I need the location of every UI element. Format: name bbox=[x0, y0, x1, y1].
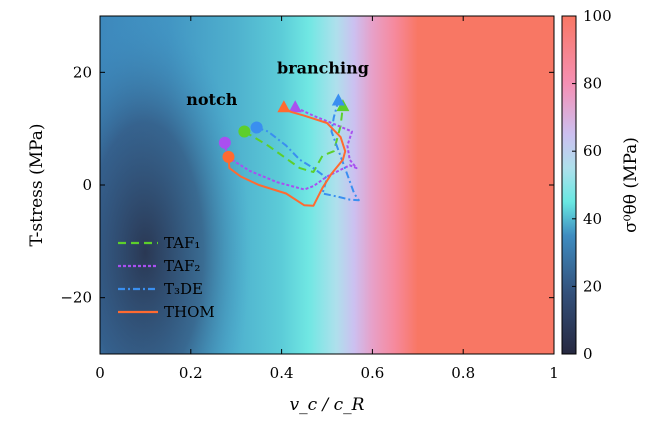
x-tick-label: 0.4 bbox=[270, 364, 294, 382]
series-line-2 bbox=[256, 100, 360, 202]
series-start-marker bbox=[238, 125, 251, 138]
stress-field-low-region bbox=[100, 16, 251, 354]
series-end-marker bbox=[288, 100, 302, 113]
legend-label: TAF₂ bbox=[164, 257, 200, 275]
legend-label: THOM bbox=[164, 303, 215, 321]
colorbar-tick-label: 20 bbox=[583, 277, 602, 295]
x-tick-label: 1 bbox=[549, 364, 559, 382]
x-tick-label: 0 bbox=[95, 364, 105, 382]
x-axis-label: v_c / c_R bbox=[290, 395, 365, 415]
series-start-marker bbox=[250, 121, 263, 134]
series-end-marker bbox=[331, 93, 345, 106]
annotation-label: notch bbox=[186, 90, 237, 109]
colorbar-tick-label: 40 bbox=[583, 210, 602, 228]
series-end-marker bbox=[277, 100, 291, 113]
series-start-marker bbox=[222, 150, 235, 163]
y-tick-label: −20 bbox=[60, 289, 92, 307]
colorbar-label: σ⁰θθ (MPa) bbox=[621, 137, 641, 233]
plot-area bbox=[99, 15, 555, 355]
y-tick-label: 20 bbox=[73, 63, 92, 81]
x-tick-label: 0.6 bbox=[360, 364, 384, 382]
colorbar-tick-label: 80 bbox=[583, 75, 602, 93]
colorbar-tick-label: 0 bbox=[583, 345, 593, 363]
x-axis: 0 0.2 0.4 0.6 0.8 1 bbox=[95, 16, 559, 382]
series-line-1 bbox=[223, 106, 358, 191]
series-layer bbox=[218, 93, 360, 207]
annotations: notch branching bbox=[186, 58, 369, 109]
legend-label: TAF₁ bbox=[164, 234, 200, 252]
colorbar: 0 20 40 60 80 100 σ⁰θθ (MPa) bbox=[561, 7, 641, 363]
annotation-label: branching bbox=[277, 58, 369, 77]
legend-label: T₃DE bbox=[164, 280, 203, 298]
legend: TAF₁ TAF₂ T₃DE THOM bbox=[118, 234, 215, 321]
colorbar-frame bbox=[561, 15, 577, 355]
colorbar-gradient bbox=[562, 16, 576, 354]
x-tick-label: 0.2 bbox=[179, 364, 203, 382]
series-line-0 bbox=[243, 105, 344, 173]
colorbar-tick-label: 100 bbox=[583, 7, 612, 25]
y-axis-label: T-stress (MPa) bbox=[27, 124, 47, 247]
series-line-3 bbox=[227, 106, 347, 207]
y-axis: −20 0 20 bbox=[60, 63, 554, 307]
colorbar-ticks: 0 20 40 60 80 100 bbox=[572, 7, 612, 363]
series-start-marker bbox=[218, 136, 231, 149]
x-tick-label: 0.8 bbox=[451, 364, 475, 382]
colorbar-tick-label: 60 bbox=[583, 142, 602, 160]
y-tick-label: 0 bbox=[82, 176, 92, 194]
